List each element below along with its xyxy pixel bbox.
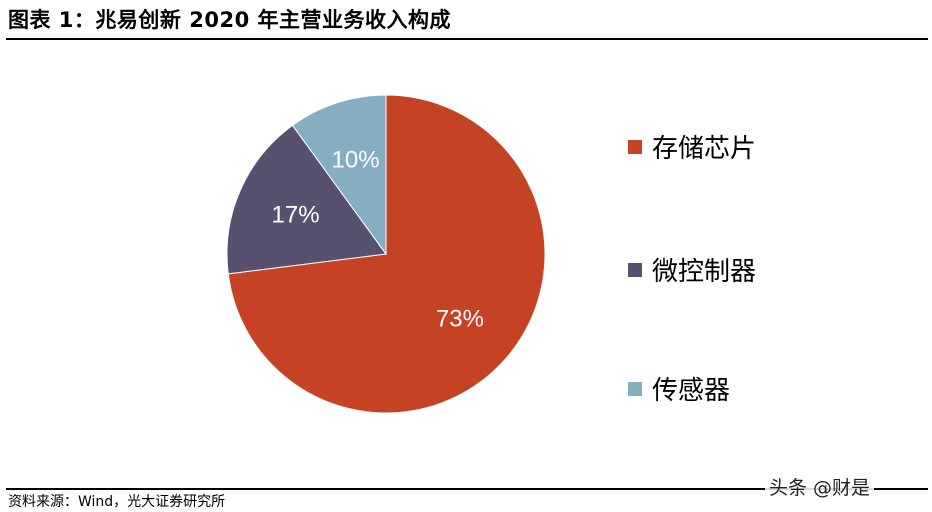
slice-sensor-label: 10%: [332, 147, 380, 174]
watermark: 头条 @财是: [765, 473, 875, 500]
legend-item-storage: 存储芯片: [628, 128, 756, 165]
legend-item-sensor: 传感器: [628, 370, 730, 407]
slice-mcu: [226, 124, 387, 275]
legend-item-mcu: 微控制器: [628, 251, 756, 288]
legend-swatch-mcu: [628, 262, 642, 277]
source-note: 资料来源：Wind，光大证券研究所: [8, 494, 226, 510]
figure-title: 图表 1：兆易创新 2020 年主营业务收入构成: [8, 8, 451, 32]
slice-sensor: [291, 94, 387, 256]
legend-label-sensor: 传感器: [652, 376, 731, 406]
slice-storage: [227, 94, 546, 414]
legend-swatch-storage: [628, 139, 642, 154]
legend-label-mcu: 微控制器: [652, 257, 757, 287]
legend-swatch-sensor: [628, 381, 642, 396]
slice-storage-label: 73%: [436, 306, 484, 333]
pie-slices: [226, 94, 546, 414]
source-rule: [6, 488, 928, 490]
slice-mcu-label: 17%: [272, 201, 320, 228]
pie-labels: 73% 17% 10%: [272, 147, 484, 333]
title-rule: [6, 38, 928, 40]
legend-label-storage: 存储芯片: [652, 134, 757, 164]
